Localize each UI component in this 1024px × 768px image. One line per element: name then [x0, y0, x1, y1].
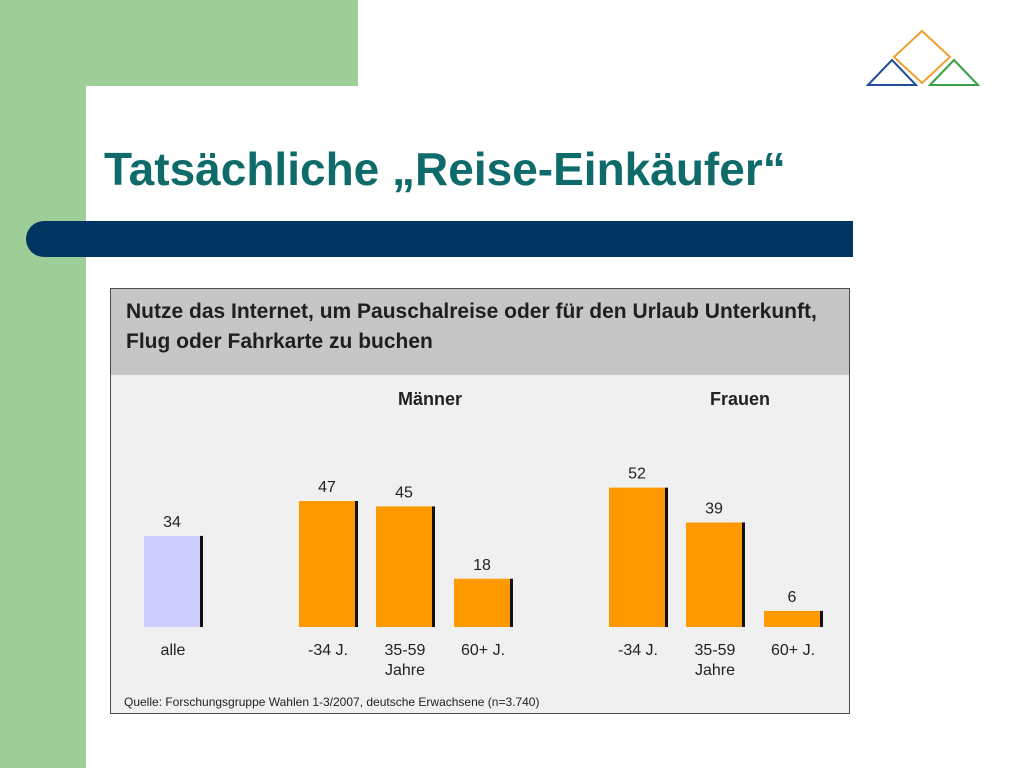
bar-shadow	[355, 501, 358, 627]
title-underline-band	[26, 221, 853, 257]
logo-triangle-right	[927, 58, 981, 86]
category-label: -34 J.	[308, 642, 348, 659]
category-label: Jahre	[385, 662, 425, 679]
bar-value-label: 6	[788, 589, 797, 606]
category-label: 35-59	[695, 642, 736, 659]
bar-shadow	[742, 522, 745, 627]
logo-triangle-left	[865, 58, 919, 86]
chart-source: Quelle: Forschungsgruppe Wahlen 1-3/2007…	[124, 695, 540, 709]
bar-chart: 34 alle 47 -34 J. 45 35-59 Jahre 18 60+ J. 52 -34 …	[144, 389, 823, 679]
category-label: -34 J.	[618, 642, 658, 659]
bar-value-label: 18	[473, 557, 491, 574]
bar-value-label: 45	[395, 484, 413, 501]
category-label: Jahre	[695, 662, 735, 679]
bar	[144, 535, 200, 627]
bar-value-label: 52	[628, 466, 646, 483]
logo-diamond	[892, 29, 952, 85]
bar-shadow	[200, 535, 203, 627]
category-label: 35-59	[385, 642, 426, 659]
bar	[609, 487, 665, 627]
bar	[686, 522, 742, 627]
bar-shadow	[432, 506, 435, 627]
bar-value-label: 39	[705, 500, 723, 517]
category-label: alle	[161, 642, 186, 659]
category-label: 60+ J.	[461, 642, 505, 659]
bar-shadow	[665, 487, 668, 627]
chart-container: Nutze das Internet, um Pauschalreise ode…	[110, 288, 850, 714]
bar-shadow	[510, 578, 513, 627]
top-green-block	[0, 0, 358, 86]
group-label: Männer	[398, 389, 462, 409]
bar	[764, 610, 820, 627]
bar-value-label: 47	[318, 479, 336, 496]
category-label: 60+ J.	[771, 642, 815, 659]
bar	[376, 506, 432, 627]
bar-value-label: 34	[163, 514, 181, 531]
chart-title: Nutze das Internet, um Pauschalreise ode…	[126, 300, 817, 353]
bar	[299, 501, 355, 627]
left-green-bar	[0, 0, 86, 768]
bar-shadow	[820, 610, 823, 627]
triangles-diamond-logo-icon	[865, 29, 981, 86]
bar	[454, 578, 510, 627]
chart-header: Nutze das Internet, um Pauschalreise ode…	[111, 289, 849, 375]
slide-title: Tatsächliche „Reise-Einkäufer“	[104, 143, 786, 195]
group-label: Frauen	[710, 389, 770, 409]
